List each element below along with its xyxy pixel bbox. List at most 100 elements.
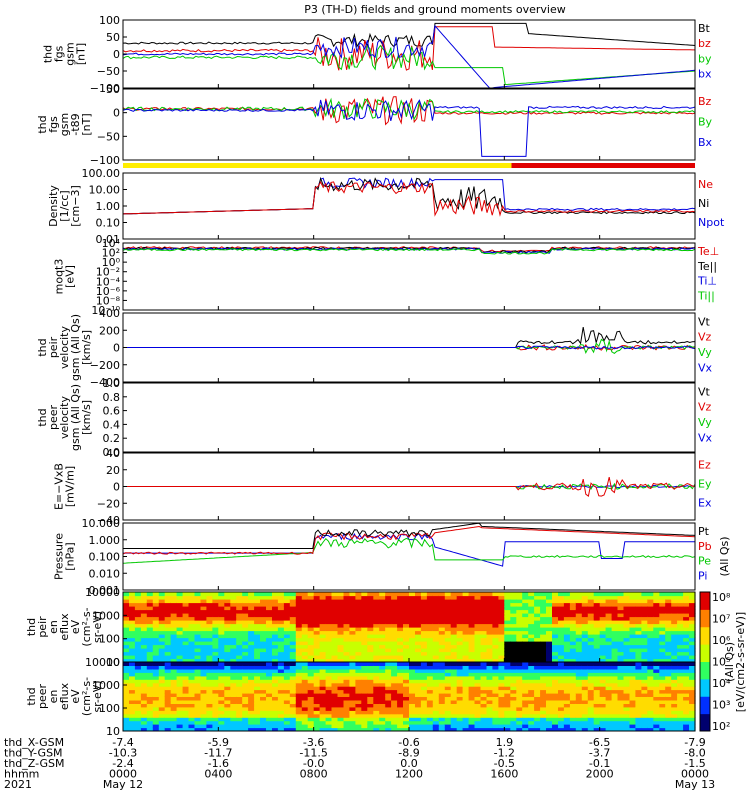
heatmap-cell [170,693,178,697]
heatmap-cell [468,613,476,618]
heatmap-cell [146,606,154,611]
heatmap-cell [212,627,219,632]
heatmap-cell [462,658,470,663]
heatmap-cell [498,637,505,642]
heatmap-cell [337,675,345,680]
heatmap-cell [409,668,416,673]
heatmap-cell [516,675,523,680]
heatmap-cell [170,655,178,660]
heatmap-cell [462,689,470,694]
heatmap-cell [492,609,499,614]
heatmap-cell [212,668,219,673]
heatmap-cell [307,623,315,628]
heatmap-cell [611,662,619,666]
panel-frame [122,88,696,161]
heatmap-cell [528,595,535,600]
heatmap-cell [629,641,637,646]
heatmap-cell [552,686,559,691]
heatmap-cell [438,693,446,697]
heatmap-cell [420,613,428,618]
heatmap-cell [575,675,583,680]
heatmap-cell [653,689,660,694]
heatmap-cell [593,675,601,680]
heatmap-cell [272,658,279,663]
heatmap-cell [343,658,351,663]
heatmap-cell [212,606,219,611]
heatmap-cell [248,727,255,732]
heatmap-cell [641,613,648,618]
heatmap-cell [140,592,148,597]
heatmap-cell [504,634,511,639]
heatmap-cell [272,613,279,618]
heatmap-cell [569,693,577,697]
heatmap-cell [641,672,648,677]
heatmap-cell [152,630,160,635]
heatmap-cell [432,700,440,704]
heatmap-cell [522,689,529,694]
heatmap-cell [355,706,362,711]
heatmap-cell [266,616,273,621]
heatmap-cell [677,630,684,635]
heatmap-cell [313,675,321,680]
heatmap-cell [379,693,386,697]
heatmap-cell [438,727,446,732]
heatmap-cell [129,672,136,677]
heatmap-cell [450,613,458,618]
heatmap-cell [480,655,488,660]
heatmap-cell [182,658,190,663]
heatmap-cell [266,706,273,711]
heatmap-cell [671,658,678,663]
heatmap-cell [474,599,482,604]
heatmap-cell [242,627,249,632]
heatmap-cell [659,696,666,701]
heatmap-cell [486,606,494,611]
heatmap-cell [343,648,351,653]
heatmap-cell [516,606,523,611]
heatmap-cell [522,713,529,718]
heatmap-cell [516,602,523,607]
heatmap-cell [504,662,511,666]
heatmap-cell [474,644,482,649]
heatmap-cell [188,696,196,701]
heatmap-cell [331,648,339,653]
heatmap-cell [605,720,613,725]
heatmap-cell [581,672,589,677]
heatmap-cell [248,606,255,611]
heatmap-cell [569,679,577,684]
heatmap-cell [558,672,565,677]
heatmap-cell [218,668,225,673]
heatmap-cell [146,651,154,656]
heatmap-cell [510,651,517,656]
heatmap-cell [546,686,553,691]
heatmap-cell [188,634,196,639]
heatmap-cell [599,637,607,642]
heatmap-cell [200,637,208,642]
heatmap-cell [319,689,327,694]
y-axis-label-line: fgs [47,116,60,133]
heatmap-cell [289,682,297,687]
heatmap-cell [677,627,684,632]
heatmap-cell [301,602,309,607]
heatmap-cell [242,599,249,604]
heatmap-cell [438,679,446,684]
y-axis-label-line: thd [25,687,38,705]
heatmap-cell [134,675,142,680]
heatmap-cell [581,623,589,628]
heatmap-cell [581,634,589,639]
heatmap-cell [337,658,345,663]
heatmap-cell [319,679,327,684]
y-tick-label: 0 [113,107,120,120]
heatmap-cell [379,682,386,687]
y-axis-label: thdpeirenefluxeV(cm²-s-sr-eV) [25,607,104,646]
heatmap-cell [331,679,339,684]
heatmap-cell [468,623,476,628]
heatmap-cell [450,717,458,722]
heatmap-cell [337,686,345,691]
heatmap-cell [546,706,553,711]
heatmap-cell [331,637,339,642]
heatmap-cell [152,595,160,600]
heatmap-cell [164,630,172,635]
heatmap-cell [462,706,470,711]
heatmap-cell [266,662,273,666]
